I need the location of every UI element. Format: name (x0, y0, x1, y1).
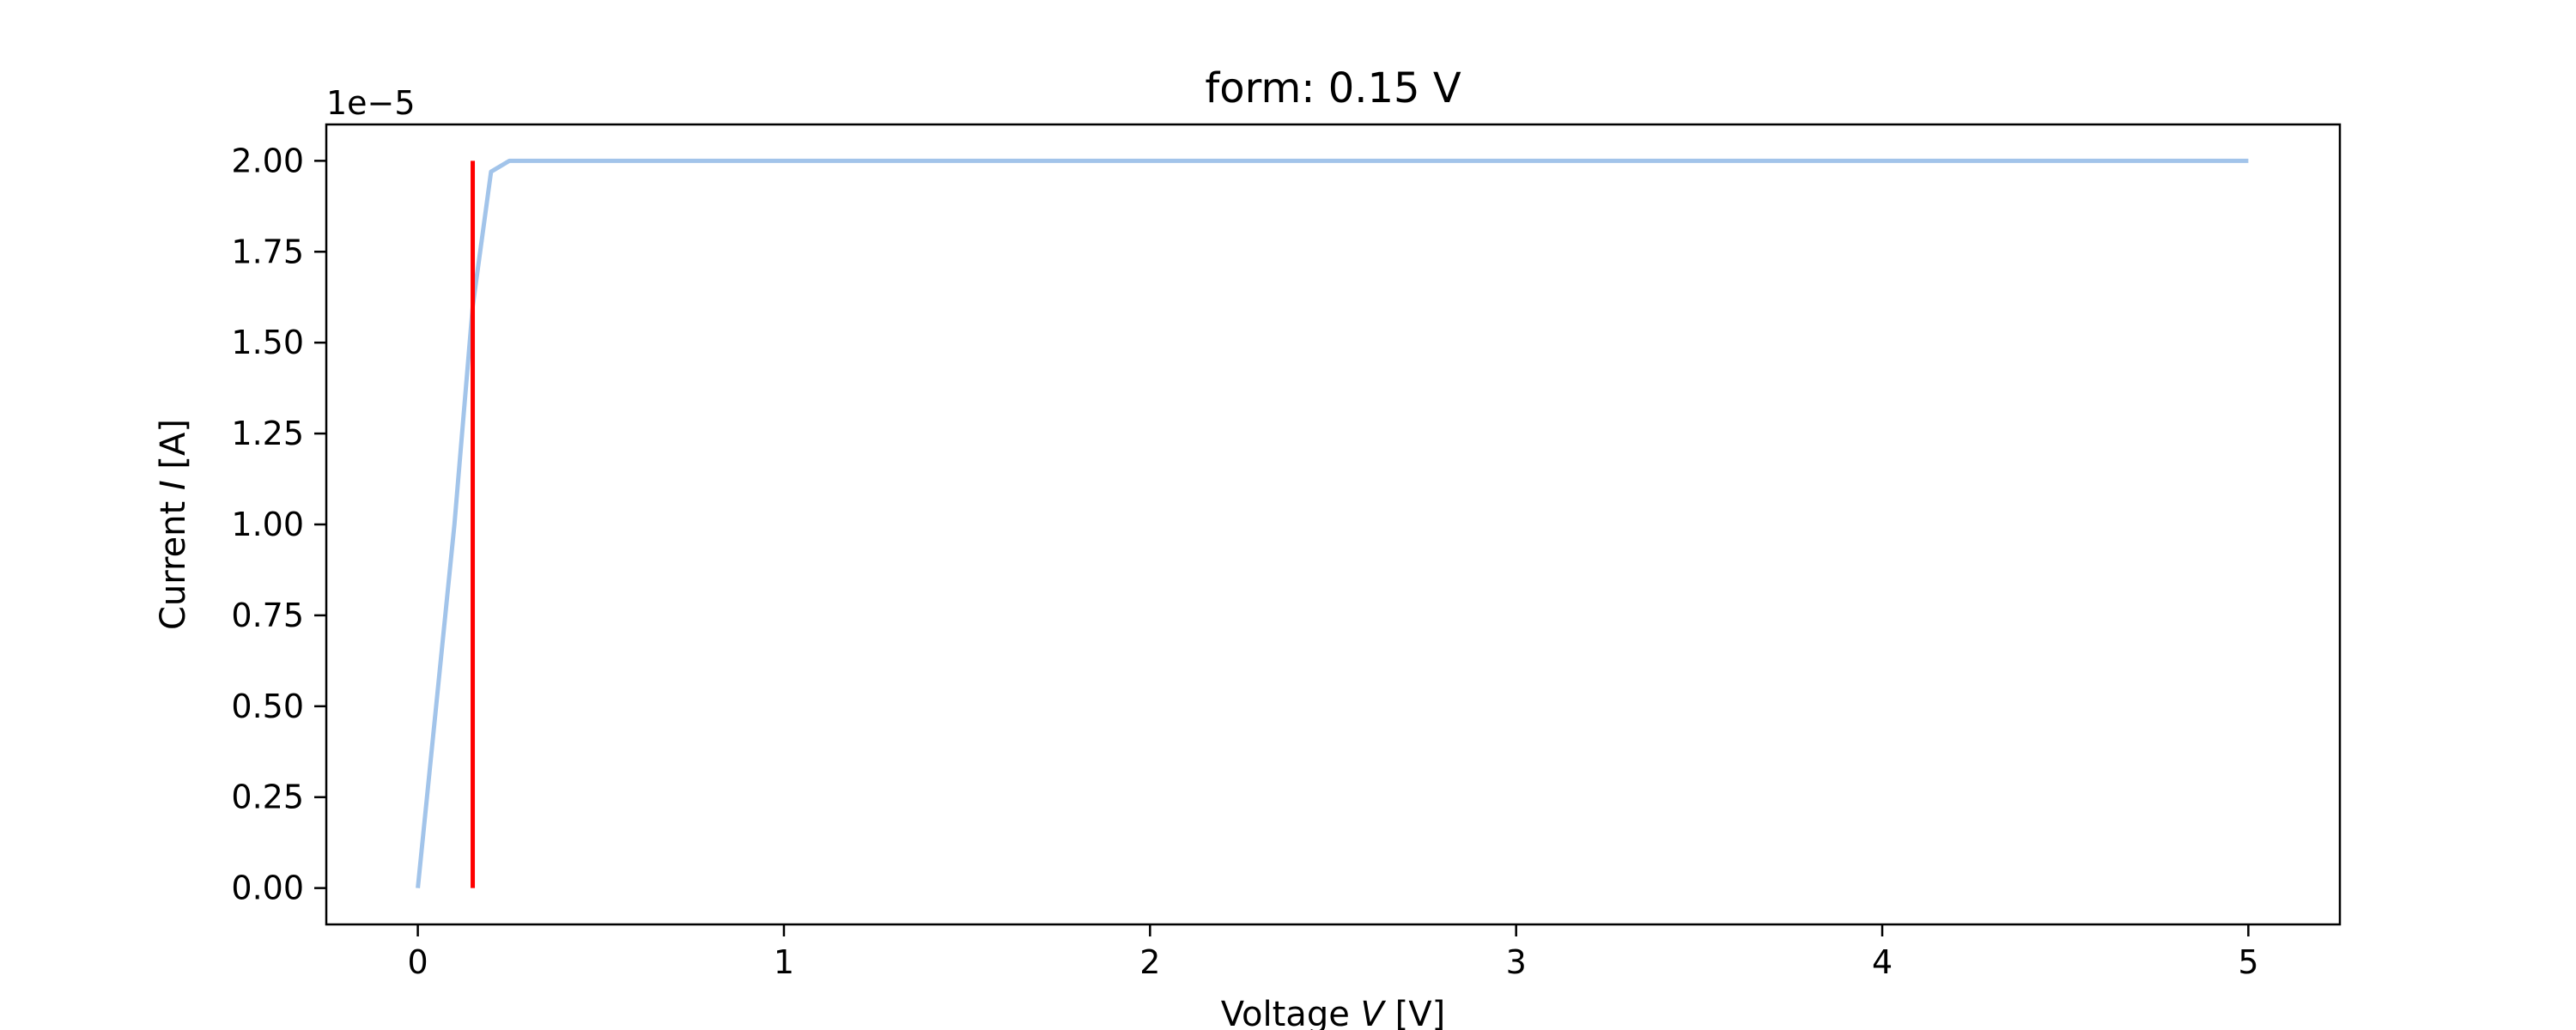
chart-title: form: 0.15 V (1205, 64, 1461, 112)
plot-layer (416, 158, 2249, 888)
y-axis-label-symbol: I (154, 480, 193, 490)
y-tick-label: 0.00 (231, 869, 304, 907)
y-tick-label: 0.75 (231, 597, 304, 634)
y-tick-label: 2.00 (231, 142, 304, 179)
x-tick-label: 2 (1139, 943, 1160, 981)
x-tick-label: 0 (407, 943, 428, 981)
y-axis: 0.00 0.25 0.50 0.75 1.00 1.25 1.50 1.75 2.00 (231, 142, 326, 907)
series-line-0 (416, 158, 2249, 888)
x-axis: 0 1 2 3 4 5 (407, 924, 2259, 981)
y-tick-label: 1.00 (231, 506, 304, 543)
x-axis-label-symbol: V (1361, 995, 1387, 1030)
y-offset-label: 1e−5 (326, 84, 416, 122)
y-axis-label-suffix: [A] (154, 419, 193, 480)
x-axis-label-prefix: Voltage (1221, 995, 1361, 1030)
y-tick-label: 1.50 (231, 324, 304, 361)
y-tick-label: 0.25 (231, 779, 304, 816)
x-axis-label-suffix: [V] (1384, 995, 1445, 1030)
x-axis-label: Voltage V [V] (1221, 995, 1445, 1030)
y-tick-label: 1.75 (231, 233, 304, 270)
x-tick-label: 5 (2238, 943, 2258, 981)
y-axis-label-prefix: Current (154, 490, 193, 630)
y-axis-label: Current I [A] (154, 419, 193, 630)
y-tick-label: 1.25 (231, 415, 304, 452)
y-tick-label: 0.50 (231, 688, 304, 725)
x-tick-label: 3 (1506, 943, 1527, 981)
x-tick-label: 1 (774, 943, 794, 981)
x-tick-label: 4 (1872, 943, 1893, 981)
